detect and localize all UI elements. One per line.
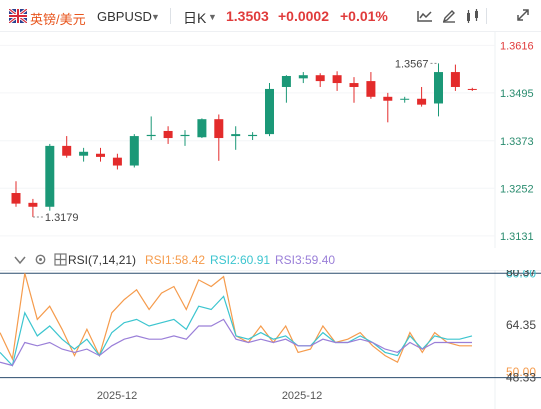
rsi-tick-label: 50.00 — [506, 365, 536, 379]
candle-body — [231, 134, 241, 137]
compare-icon[interactable] — [464, 8, 482, 24]
candle-body — [79, 151, 89, 156]
timeframe-dropdown-icon[interactable]: ▼ — [208, 12, 217, 22]
candle-body — [281, 75, 291, 87]
date-tick-label: 2025-12 — [97, 390, 137, 402]
high-annotation: 1.3567 — [395, 58, 429, 70]
candle-body — [62, 145, 72, 156]
candle-body — [214, 119, 224, 139]
candle-body — [129, 136, 139, 166]
candle-body — [434, 72, 443, 104]
candle-body — [417, 98, 427, 105]
fullscreen-icon[interactable] — [514, 8, 532, 24]
candle-body — [45, 145, 55, 207]
rsi1-value: RSI1:58.42 — [145, 253, 206, 267]
candle-body — [163, 130, 173, 139]
price-change-percent: +0.01% — [340, 8, 388, 24]
candle-body — [146, 134, 156, 137]
rsi-series-rsi2 — [0, 295, 473, 367]
uk-flag-icon — [9, 9, 27, 23]
indicator-bar — [0, 250, 541, 270]
rsi-tick-label: 64.35 — [506, 318, 536, 332]
settings-icon[interactable] — [34, 253, 47, 266]
candle-body — [366, 81, 376, 97]
date-tick-label: 2025-12 — [282, 390, 322, 402]
divider — [170, 8, 171, 24]
candle-body — [467, 88, 477, 90]
timeframe-selector[interactable]: 日K — [183, 10, 207, 26]
rsi-tick-label: 80.37 — [506, 270, 536, 279]
candle-body — [315, 75, 325, 82]
indicator-name[interactable]: RSI(7,14,21) — [68, 253, 137, 267]
candle-body — [11, 193, 21, 204]
price-tick-label: 1.3131 — [500, 231, 534, 243]
symbol-code[interactable]: GBPUSD — [97, 9, 152, 24]
symbol-name[interactable]: 英镑/美元 — [30, 12, 86, 27]
candle-body — [180, 134, 190, 137]
candle-body — [349, 83, 359, 87]
candle-body — [332, 75, 342, 84]
rsi3-value: RSI3:59.40 — [275, 253, 336, 267]
price-tick-label: 1.3252 — [500, 183, 534, 195]
last-price: 1.3503 — [226, 8, 269, 24]
draw-icon[interactable] — [440, 8, 458, 24]
rsi-tick-label: 48.33 — [506, 371, 536, 385]
candle-body — [112, 157, 122, 166]
price-tick-label: 1.3495 — [500, 88, 534, 100]
price-tick-label: 1.3616 — [500, 40, 534, 52]
candle-body — [265, 88, 274, 135]
chart-toolbar: 英镑/美元 GBPUSD ▼ 日K ▼ 1.3503 +0.0002 +0.01… — [0, 0, 541, 32]
candle-body — [298, 75, 308, 79]
low-annotation: 1.3179 — [45, 212, 79, 224]
candle-body — [248, 134, 258, 137]
candle-body — [450, 72, 460, 87]
candle-body — [96, 153, 105, 157]
rsi-tick-label: 80.00 — [506, 270, 536, 280]
symbol-dropdown-icon[interactable]: ▼ — [151, 12, 160, 22]
candlestick-chart[interactable]: 1.3616 1.3495 1.3373 1.3252 1.3131 1.3567 1.31… — [0, 32, 541, 248]
price-change: +0.0002 — [278, 8, 329, 24]
candle-body — [28, 202, 38, 207]
rsi-series-rsi3 — [0, 318, 472, 367]
candle-body — [400, 98, 410, 100]
rsi2-value: RSI2:60.91 — [210, 253, 271, 267]
indicator-grid-icon[interactable] — [54, 253, 67, 266]
price-tick-label: 1.3373 — [500, 136, 534, 148]
candle-body — [383, 96, 393, 101]
line-chart-icon[interactable] — [416, 8, 434, 24]
collapse-icon[interactable] — [14, 255, 26, 265]
divider — [486, 8, 487, 24]
candle-body — [197, 119, 207, 138]
